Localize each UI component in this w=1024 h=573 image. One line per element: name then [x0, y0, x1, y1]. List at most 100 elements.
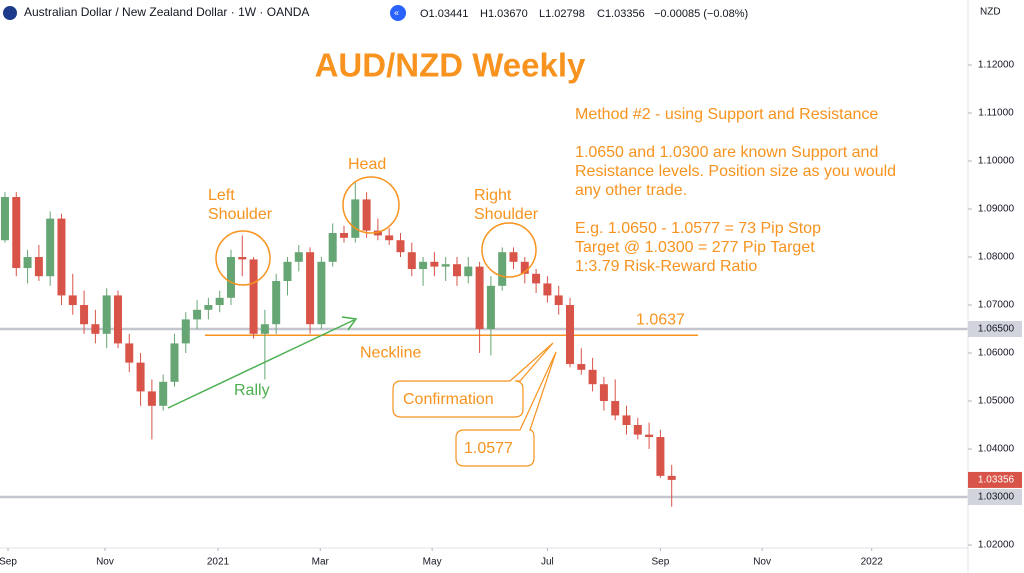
candle-body [23, 257, 32, 269]
candle-body [238, 257, 247, 260]
y-tick-label: 1.07000 [978, 300, 1015, 311]
x-tick-label: Nov [96, 557, 114, 568]
candle-body [532, 273, 541, 284]
note: E.g. 1.0650 - 1.0577 = 73 Pip Stop [575, 220, 821, 237]
callout-box [392, 342, 554, 418]
candle-body [486, 285, 495, 330]
candle-body [543, 283, 552, 296]
candle-body [57, 218, 66, 296]
candle-body [0, 197, 9, 241]
candle-body [452, 264, 461, 277]
x-tick-label: Sep [0, 557, 17, 568]
candle-body [407, 252, 416, 270]
head-circle [342, 176, 400, 234]
candle-body [588, 369, 597, 385]
candle-body [159, 381, 168, 406]
x-tick-label: Jul [541, 557, 554, 568]
x-tick-label: Mar [312, 557, 330, 568]
candle-body [667, 475, 676, 480]
candle-body [80, 305, 89, 325]
header-change: −0.00085 (−0.08%) [654, 8, 748, 20]
candle-body [249, 259, 258, 334]
y-tick-label: 1.08000 [978, 252, 1015, 263]
y-tick-label: 1.12000 [978, 60, 1015, 71]
candle-body [419, 261, 428, 270]
candle-body [181, 319, 190, 344]
annotation: Rally [234, 382, 270, 399]
x-tick-label: Sep [652, 557, 670, 568]
note: Resistance levels. Position size as you … [575, 163, 896, 180]
candle-body [260, 324, 269, 334]
candle-body [441, 264, 450, 267]
neckline-label: Neckline [360, 344, 421, 361]
note: any other trade. [575, 182, 687, 199]
price-tag [968, 489, 1022, 506]
last-price-label: 1.03356 [978, 475, 1015, 486]
candle-body [125, 343, 134, 363]
price-tag [968, 321, 1022, 338]
y-tick-label: 1.09000 [978, 204, 1015, 215]
candle-body [633, 425, 642, 435]
annotation: Shoulder [208, 206, 273, 223]
rally-arrow [167, 319, 355, 409]
header-high: H1.03670 [480, 8, 528, 20]
y-tick-label: 1.05000 [978, 396, 1015, 407]
annotation: Right [474, 187, 512, 204]
note: Method #2 - using Support and Resistance [575, 106, 878, 123]
neckline-value: 1.0637 [636, 311, 685, 328]
candle-body [520, 261, 529, 274]
candle-body [317, 261, 326, 325]
candle-body [498, 252, 507, 286]
candle-body [611, 401, 620, 416]
toggle-icon[interactable] [390, 5, 406, 21]
annotation: Shoulder [474, 206, 539, 223]
note: Target @ 1.0300 = 277 Pip Target [575, 239, 815, 256]
candle-body [215, 297, 224, 306]
header: Australian Dollar / New Zealand Dollar ·… [24, 5, 309, 19]
candle-body [328, 233, 337, 262]
note: 1:3.79 Risk-Reward Ratio [575, 258, 757, 275]
left-shoulder-circle [215, 230, 271, 286]
candle-body [306, 252, 315, 325]
candle-body [272, 281, 281, 325]
annotation: Confirmation [403, 391, 494, 408]
candle-body [351, 199, 360, 238]
candle-body [554, 295, 563, 306]
candle-body [599, 384, 608, 402]
candle-body [136, 362, 145, 392]
header-close: C1.03356 [597, 8, 645, 20]
y-tick-label: 1.06000 [978, 348, 1015, 359]
candle-body [373, 230, 382, 236]
candle-body [430, 261, 439, 267]
candle-body [34, 257, 43, 277]
header-open: O1.03441 [420, 8, 468, 20]
callout-box [455, 351, 557, 467]
last-price-tag [968, 471, 1022, 488]
x-tick-label: May [423, 557, 442, 568]
candle-body [565, 305, 574, 365]
candle-body [102, 295, 111, 334]
candle-body [396, 240, 405, 253]
chart-title: AUD/NZD Weekly [315, 47, 586, 84]
candle-body [91, 324, 100, 334]
candle-body [622, 415, 631, 426]
toggle-glyph: « [394, 7, 399, 17]
candle-body [362, 199, 371, 231]
candle-body [204, 305, 213, 310]
candle-body [385, 235, 394, 241]
candle-body [656, 437, 665, 476]
x-tick-label: 2022 [861, 557, 884, 568]
flag-icon [3, 6, 17, 20]
rally-arrowhead [341, 316, 358, 331]
candle-body [170, 343, 179, 382]
candle-body [147, 391, 156, 406]
candle-body [68, 295, 77, 306]
annotation: Left [208, 187, 235, 204]
candle-body [339, 233, 348, 238]
annotation: Head [348, 156, 386, 173]
price-tag-label: 1.06500 [978, 324, 1015, 335]
axes: 1.02000 1.03000 1.04000 1.05000 1.06000 1.070… [0, 60, 1022, 568]
candle-body [226, 257, 235, 298]
y-tick-label: 1.04000 [978, 444, 1015, 455]
